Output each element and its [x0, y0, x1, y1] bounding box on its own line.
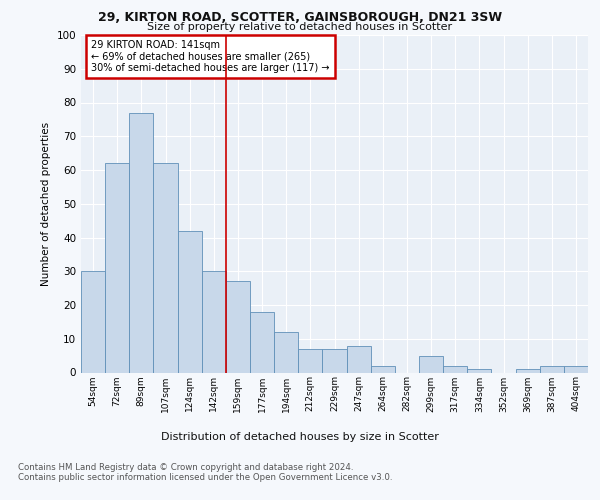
- Text: Contains HM Land Registry data © Crown copyright and database right 2024.
Contai: Contains HM Land Registry data © Crown c…: [18, 462, 392, 482]
- Bar: [371, 366, 395, 372]
- Bar: [564, 366, 588, 372]
- Bar: [178, 231, 202, 372]
- Bar: [274, 332, 298, 372]
- Text: 29, KIRTON ROAD, SCOTTER, GAINSBOROUGH, DN21 3SW: 29, KIRTON ROAD, SCOTTER, GAINSBOROUGH, …: [98, 11, 502, 24]
- Bar: [347, 346, 371, 372]
- Bar: [202, 271, 226, 372]
- Bar: [443, 366, 467, 372]
- Bar: [105, 163, 129, 372]
- Bar: [419, 356, 443, 372]
- Bar: [250, 312, 274, 372]
- Text: Distribution of detached houses by size in Scotter: Distribution of detached houses by size …: [161, 432, 439, 442]
- Text: Size of property relative to detached houses in Scotter: Size of property relative to detached ho…: [148, 22, 452, 32]
- Bar: [154, 163, 178, 372]
- Text: 29 KIRTON ROAD: 141sqm
← 69% of detached houses are smaller (265)
30% of semi-de: 29 KIRTON ROAD: 141sqm ← 69% of detached…: [91, 40, 329, 74]
- Bar: [322, 349, 347, 372]
- Bar: [540, 366, 564, 372]
- Bar: [129, 112, 154, 372]
- Y-axis label: Number of detached properties: Number of detached properties: [41, 122, 51, 286]
- Bar: [81, 271, 105, 372]
- Bar: [467, 369, 491, 372]
- Bar: [515, 369, 540, 372]
- Bar: [226, 282, 250, 372]
- Bar: [298, 349, 322, 372]
